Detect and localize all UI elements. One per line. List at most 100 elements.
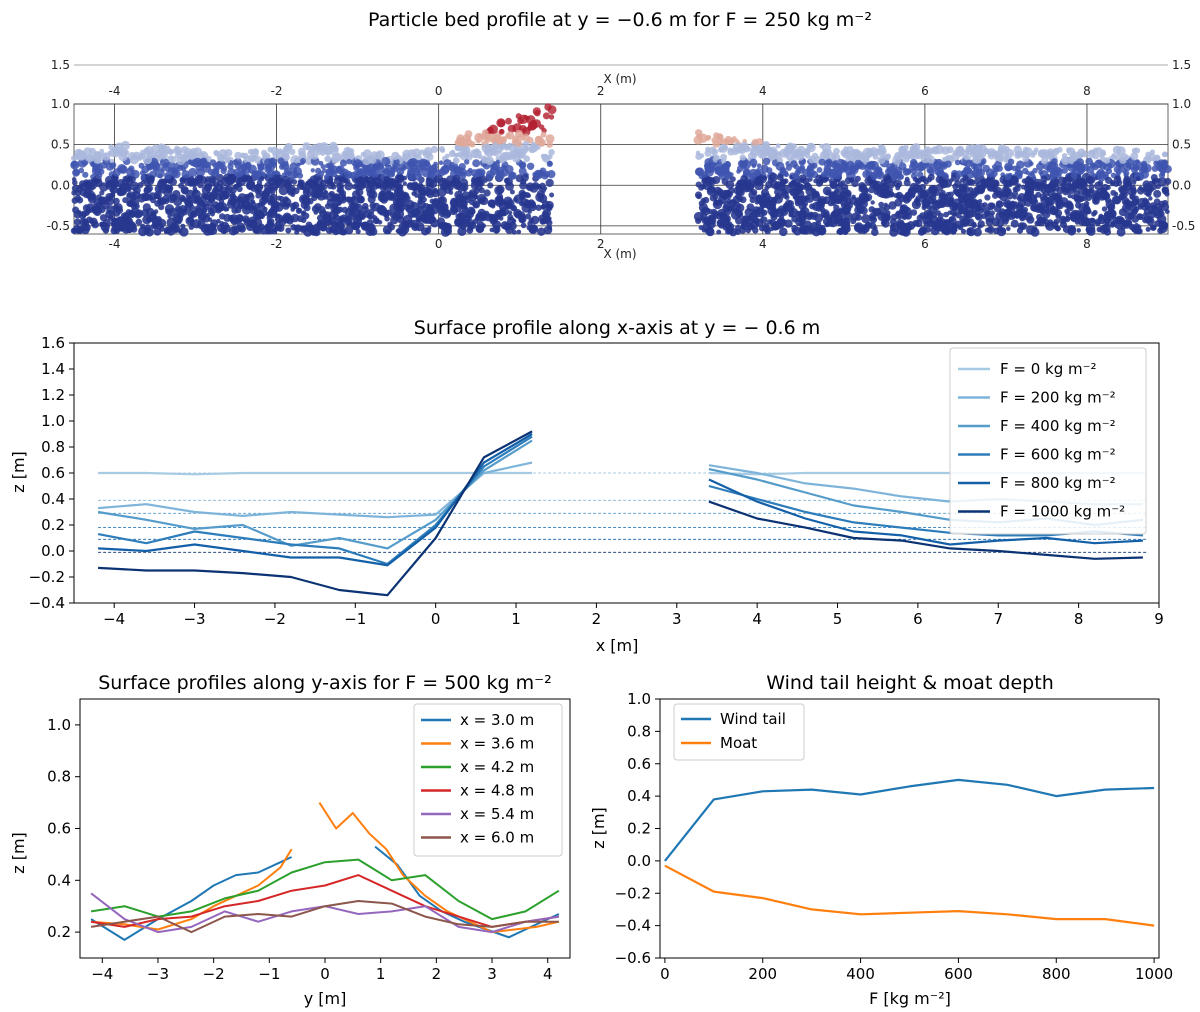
- bed-particle: [457, 226, 467, 236]
- bed-particle: [1104, 197, 1112, 204]
- bed-particle: [783, 172, 788, 177]
- bed-particle: [716, 133, 723, 140]
- bed-particle: [469, 141, 476, 148]
- bed-particle: [535, 170, 543, 177]
- bed-particle: [735, 193, 742, 201]
- bed-particle: [1014, 169, 1023, 178]
- bed-particle: [795, 168, 801, 174]
- bed-particle: [873, 225, 878, 231]
- bed-particle: [1138, 185, 1143, 191]
- bed-particle: [268, 157, 277, 167]
- bed-particle: [185, 151, 195, 160]
- bed-xtick-top: 8: [1083, 84, 1091, 98]
- bed-particle: [1030, 227, 1040, 237]
- bed-particle: [441, 222, 448, 229]
- bed-particle: [1056, 204, 1061, 210]
- bed-particle: [93, 207, 102, 217]
- bed-particle: [870, 173, 878, 180]
- bed-particle: [232, 217, 241, 225]
- bed-particle: [253, 225, 263, 235]
- bed-particle: [207, 207, 215, 215]
- bed-particle: [1056, 186, 1064, 195]
- bed-particle: [81, 218, 89, 225]
- y-profile-xtick-label: 2: [432, 965, 442, 983]
- bed-particle: [548, 114, 555, 120]
- bed-particle: [724, 135, 733, 144]
- bed-particle: [793, 163, 799, 170]
- bed-particle: [1121, 203, 1131, 213]
- bed-particle: [324, 155, 332, 163]
- bed-particle: [760, 216, 768, 224]
- bed-particle: [1073, 194, 1081, 202]
- bed-particle: [497, 119, 506, 127]
- y-profile-panel: Surface profiles along y-axis for F = 50…: [9, 672, 571, 1008]
- tail-moat-panel: Wind tail height & moat depth 0 200 400 600…: [589, 672, 1173, 1008]
- bed-particle: [984, 227, 990, 233]
- y-profile-legend-label: x = 6.0 m: [460, 829, 534, 847]
- bed-particle: [458, 195, 466, 203]
- bed-particle: [1089, 162, 1096, 169]
- bed-particle: [940, 228, 947, 234]
- bed-particle: [314, 188, 324, 199]
- bed-ytick-left: 0.5: [51, 138, 70, 152]
- bed-particle: [999, 208, 1006, 216]
- bed-particle: [473, 173, 479, 179]
- bed-particle: [750, 224, 756, 230]
- bed-particle: [298, 151, 307, 160]
- bed-particle: [1118, 217, 1125, 225]
- bed-particle: [1054, 194, 1062, 202]
- bed-particle: [92, 179, 99, 186]
- bed-particle: [853, 223, 863, 233]
- bed-particle: [1018, 203, 1024, 210]
- bed-particle: [725, 228, 732, 235]
- bed-particle: [1066, 201, 1074, 210]
- bed-particle: [904, 206, 910, 212]
- bed-particle: [920, 154, 930, 164]
- bed-particle: [122, 197, 129, 204]
- bed-particle: [971, 222, 977, 229]
- bed-ytick-left: -0.5: [47, 219, 70, 233]
- bed-particle: [860, 227, 868, 235]
- bed-particle: [1145, 215, 1154, 224]
- bed-particle: [977, 220, 985, 228]
- bed-particle: [541, 210, 550, 218]
- bed-particle: [391, 151, 400, 161]
- bed-particle: [460, 212, 467, 219]
- tail-moat-ytick-label: −0.2: [615, 884, 651, 902]
- bed-particle: [704, 162, 711, 169]
- bed-particle: [1092, 152, 1100, 160]
- bed-particle: [707, 214, 716, 223]
- bed-particle: [495, 159, 501, 165]
- x-profile-series-left: [98, 430, 533, 597]
- bed-particle: [768, 172, 778, 182]
- x-profile-series-left: [97, 439, 533, 550]
- bed-particle: [543, 216, 551, 224]
- bed-particle: [833, 170, 842, 180]
- bed-particle: [153, 227, 162, 236]
- tail-moat-legend-label: Wind tail: [720, 710, 786, 728]
- bed-particle: [193, 147, 203, 157]
- bed-particle: [219, 226, 228, 234]
- x-profile-xtick-label: −1: [344, 610, 366, 628]
- bed-particle: [344, 181, 353, 191]
- bed-particle: [733, 186, 743, 195]
- x-profile-series-left: [98, 471, 533, 476]
- bed-particle: [155, 168, 165, 179]
- bed-particle: [795, 210, 801, 217]
- bed-particle: [133, 186, 141, 195]
- bed-particle: [300, 158, 306, 164]
- bed-particle: [1102, 216, 1111, 225]
- bed-particle: [528, 145, 536, 154]
- bed-particle: [1116, 146, 1126, 156]
- bed-particle: [1047, 219, 1054, 225]
- bed-particle: [1094, 159, 1104, 169]
- bed-particle: [779, 214, 785, 220]
- bed-particle: [250, 199, 256, 205]
- bed-particle: [247, 148, 254, 155]
- bed-particle: [282, 147, 291, 156]
- bed-particle: [322, 194, 328, 200]
- bed-particle: [1004, 173, 1012, 181]
- bed-particle: [347, 204, 355, 212]
- bed-particle: [818, 158, 826, 166]
- bed-particle: [1145, 191, 1152, 197]
